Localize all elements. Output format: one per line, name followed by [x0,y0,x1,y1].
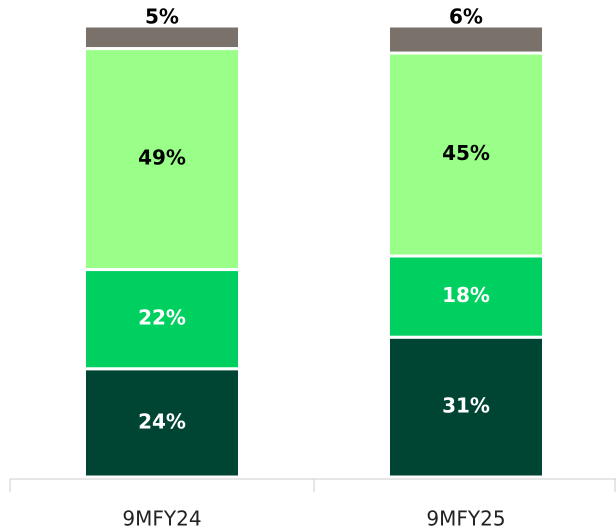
bar-segment [386,24,546,55]
x-tick-label: 9MFY25 [426,507,505,531]
bar-segment [82,24,242,51]
data-label: 22% [138,306,186,330]
data-label: 49% [138,146,186,170]
bar-segment [82,268,242,371]
bar-segment [386,254,546,339]
x-tick-label: 9MFY24 [122,507,201,531]
bar-segment [82,367,242,479]
data-label: 45% [442,141,490,165]
bar-segment [386,335,546,479]
data-label: 5% [145,5,179,29]
bar-segment [386,51,546,258]
data-label: 24% [138,409,186,433]
data-label: 31% [442,394,490,418]
data-label: 6% [449,5,483,29]
data-label: 18% [442,283,490,307]
